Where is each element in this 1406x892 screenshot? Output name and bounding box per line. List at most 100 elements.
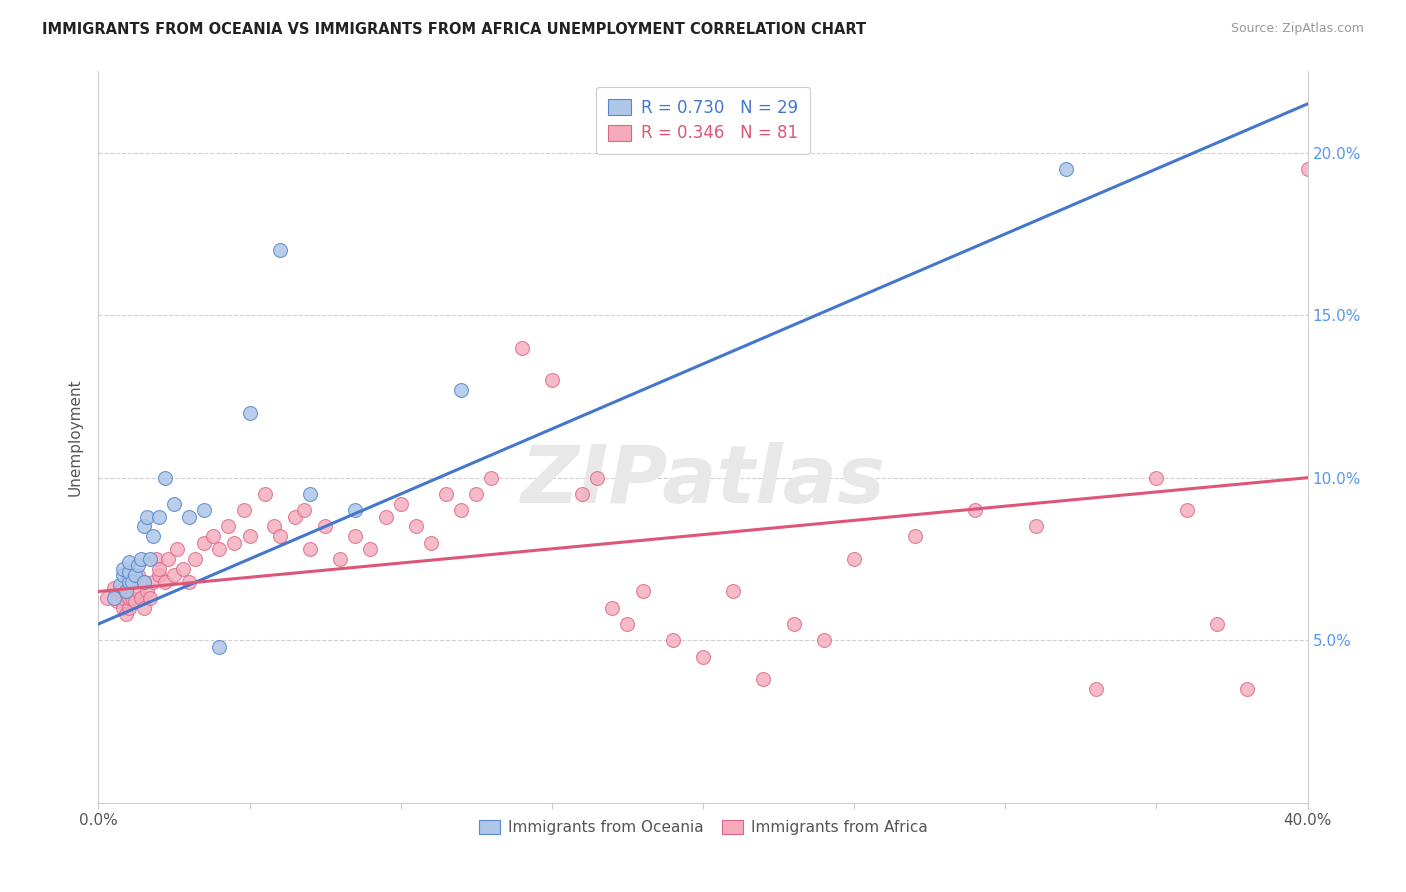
Point (450, 383, 472, 397)
Point (239, 406, 262, 420)
Point (344, 503, 367, 517)
Point (127, 584, 149, 599)
Point (135, 584, 157, 599)
Point (153, 574, 176, 589)
Point (114, 574, 136, 589)
Point (239, 529, 262, 543)
Point (314, 519, 336, 533)
Point (124, 574, 146, 589)
Point (1144, 471, 1167, 485)
Point (1054, 161, 1077, 176)
Point (217, 519, 239, 533)
Point (108, 578, 131, 592)
Point (139, 591, 162, 605)
Point (299, 487, 322, 501)
Point (103, 581, 125, 595)
Point (813, 633, 835, 648)
Point (904, 529, 927, 543)
Point (329, 552, 352, 566)
Point (481, 471, 503, 485)
Point (299, 542, 322, 557)
Point (202, 529, 225, 543)
Point (103, 591, 125, 605)
Point (1236, 681, 1258, 696)
Point (783, 617, 806, 632)
Point (114, 584, 136, 599)
Point (118, 555, 141, 569)
Point (156, 552, 179, 566)
Point (166, 542, 188, 557)
Point (153, 471, 176, 485)
Point (1206, 617, 1229, 632)
Point (208, 542, 231, 557)
Point (121, 574, 143, 589)
Point (129, 552, 152, 566)
Point (139, 552, 162, 566)
Point (132, 600, 155, 615)
Point (118, 591, 141, 605)
Point (148, 509, 170, 524)
Point (224, 535, 246, 549)
Point (208, 640, 231, 654)
Text: Source: ZipAtlas.com: Source: ZipAtlas.com (1230, 22, 1364, 36)
Point (179, 509, 201, 524)
Point (163, 568, 186, 582)
Text: ZIPatlas: ZIPatlas (520, 442, 886, 520)
Point (1085, 681, 1108, 696)
Point (1024, 519, 1046, 533)
Point (510, 341, 533, 355)
Point (121, 568, 143, 582)
Point (135, 509, 157, 524)
Point (114, 607, 136, 622)
Point (127, 558, 149, 573)
Point (374, 509, 396, 524)
Point (132, 574, 155, 589)
Point (540, 373, 562, 387)
Point (844, 552, 866, 566)
Point (193, 503, 215, 517)
Point (172, 562, 194, 576)
Point (571, 487, 593, 501)
Point (389, 497, 412, 511)
Point (465, 487, 488, 501)
Point (124, 568, 146, 582)
Point (263, 519, 285, 533)
Point (142, 529, 165, 543)
Point (752, 673, 775, 687)
Point (661, 633, 683, 648)
Point (965, 503, 987, 517)
Point (118, 574, 141, 589)
Point (269, 243, 291, 257)
Point (692, 649, 714, 664)
Point (179, 574, 201, 589)
Point (420, 535, 443, 549)
Point (631, 584, 654, 599)
Point (184, 552, 207, 566)
Point (723, 584, 745, 599)
Point (108, 584, 131, 599)
Point (292, 503, 315, 517)
Legend: Immigrants from Oceania, Immigrants from Africa: Immigrants from Oceania, Immigrants from… (471, 812, 935, 843)
Point (193, 535, 215, 549)
Point (124, 594, 146, 608)
Point (111, 568, 134, 582)
Point (1175, 503, 1198, 517)
Point (269, 529, 291, 543)
Point (118, 600, 141, 615)
Y-axis label: Unemployment: Unemployment (67, 378, 83, 496)
Point (148, 568, 170, 582)
Point (586, 471, 609, 485)
Point (616, 617, 638, 632)
Point (118, 565, 141, 579)
Point (253, 487, 276, 501)
Point (602, 600, 624, 615)
Point (111, 591, 134, 605)
Point (111, 600, 134, 615)
Point (284, 509, 307, 524)
Point (360, 542, 382, 557)
Point (142, 574, 165, 589)
Point (118, 574, 141, 589)
Point (148, 562, 170, 576)
Point (434, 487, 457, 501)
Point (127, 568, 149, 582)
